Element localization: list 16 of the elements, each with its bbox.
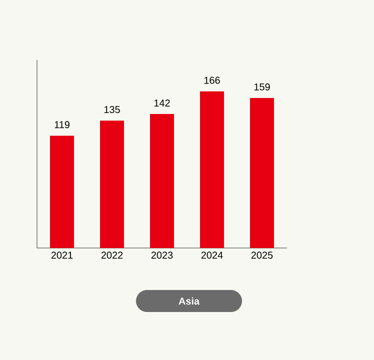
bar	[200, 91, 224, 248]
x-tick-label: 2021	[51, 252, 73, 259]
data-label: 159	[254, 83, 270, 90]
data-label: 135	[104, 106, 120, 114]
x-tick-label: 2023	[151, 252, 173, 259]
bar	[250, 98, 274, 248]
data-label: 166	[204, 76, 220, 84]
bar	[100, 120, 124, 248]
x-tick-label: 2022	[101, 252, 123, 259]
text: Asia	[178, 297, 200, 305]
data-label: 142	[154, 100, 170, 106]
bar	[50, 136, 74, 248]
x-tick-label: 2025	[251, 252, 273, 259]
x-tick-label: 2024	[201, 252, 223, 259]
bar	[150, 114, 174, 248]
data-label: 119	[54, 121, 70, 128]
